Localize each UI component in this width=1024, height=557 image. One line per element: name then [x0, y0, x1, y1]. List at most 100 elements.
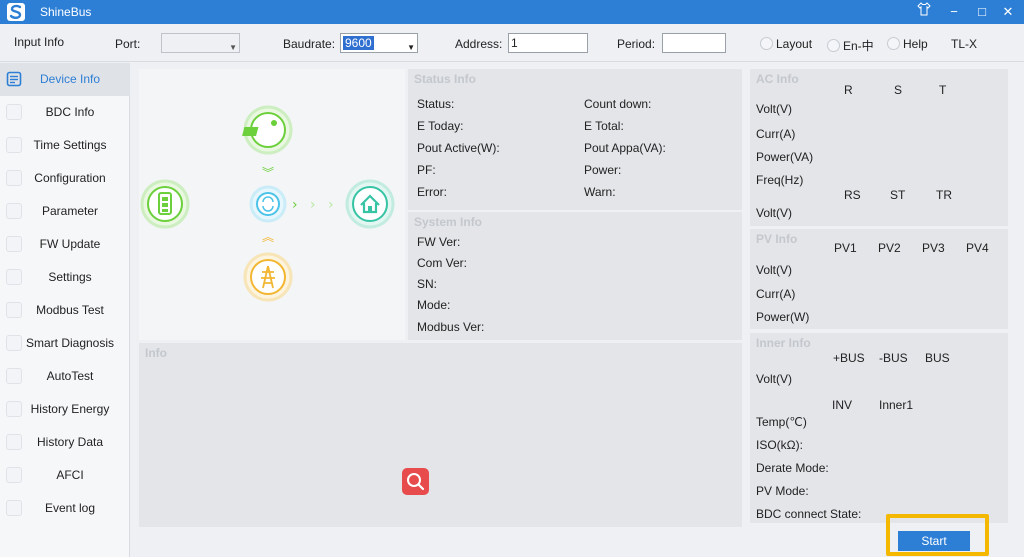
pv-info-title: PV Info — [756, 232, 798, 246]
sidebar-item-parameter[interactable]: Parameter — [0, 195, 130, 228]
test-icon — [6, 302, 22, 318]
ac-info-panel: AC Info R S T Volt(V) Curr(A) Power(VA) … — [750, 69, 1008, 226]
plus-bus-label: +BUS — [833, 351, 865, 365]
port-select[interactable]: ▼ — [161, 33, 240, 53]
sidebar-item-event-log[interactable]: Event log — [0, 492, 130, 525]
sidebar-item-configuration[interactable]: Configuration — [0, 162, 130, 195]
minimize-button[interactable]: − — [950, 4, 958, 19]
language-button[interactable]: En-中 — [827, 37, 874, 54]
sidebar-item-device-info[interactable]: Device Info — [0, 63, 130, 96]
inv-label: INV — [832, 398, 853, 412]
event-log-icon — [6, 500, 22, 516]
pv-info-panel: PV Info PV1 PV2 PV3 PV4 Volt(V) Curr(A) … — [750, 229, 1008, 329]
baudrate-select[interactable]: 9600 ▼ — [340, 33, 418, 53]
pv-power-label: Power(W) — [756, 310, 810, 324]
sidebar-item-modbus-test[interactable]: Modbus Test — [0, 294, 130, 327]
help-button[interactable]: Help — [887, 37, 928, 51]
input-info-label: Input Info — [14, 35, 65, 49]
sidebar-item-time-settings[interactable]: Time Settings — [0, 129, 130, 162]
sidebar-item-bdc-info[interactable]: BDC Info — [0, 96, 130, 129]
address-label: Address: — [455, 37, 503, 51]
model-label: TL-X — [951, 37, 978, 51]
status-info-panel: Status Info Status: Count down: E Today:… — [408, 69, 742, 210]
info-panel: Info — [139, 343, 742, 527]
maximize-button[interactable]: □ — [978, 4, 986, 19]
ac-freq-label: Freq(Hz) — [756, 173, 804, 187]
power-label: Power: — [584, 163, 622, 177]
sidebar-item-history-data[interactable]: History Data — [0, 426, 130, 459]
solar-panel-icon — [242, 105, 293, 155]
pf-label: PF: — [417, 163, 436, 177]
diagnosis-icon — [6, 335, 22, 351]
layout-label: Layout — [776, 37, 813, 51]
clock-icon — [6, 137, 22, 153]
sidebar-item-smart-diagnosis[interactable]: Smart Diagnosis — [0, 327, 130, 360]
pv4-label: PV4 — [966, 241, 989, 255]
svg-text:›: › — [328, 197, 334, 213]
power-grid-icon — [243, 252, 293, 302]
history-data-icon — [6, 434, 22, 450]
start-button[interactable]: Start — [898, 531, 970, 551]
pout-appa-label: Pout Appa(VA): — [584, 141, 666, 155]
sidebar-item-label: History Energy — [30, 402, 110, 416]
pout-active-label: Pout Active(W): — [417, 141, 500, 155]
chevron-down-icon: ▼ — [407, 43, 415, 52]
svg-text:›: › — [310, 197, 316, 213]
shirt-icon[interactable] — [912, 1, 936, 23]
gear-icon — [6, 269, 22, 285]
sidebar-item-label: Modbus Test — [36, 303, 104, 317]
sidebar-item-settings[interactable]: Settings — [0, 261, 130, 294]
rs-label: RS — [844, 188, 861, 202]
start-button-highlight — [886, 514, 989, 556]
warn-label: Warn: — [584, 185, 616, 199]
tr-label: TR — [936, 188, 952, 202]
globe-icon — [827, 39, 840, 52]
toolbar: Input Info Port: ▼ Baudrate: 9600 ▼ Addr… — [0, 24, 1024, 62]
ac-power-label: Power(VA) — [756, 150, 814, 164]
system-info-title: System Info — [414, 215, 483, 229]
e-total-label: E Total: — [584, 119, 624, 133]
ac-info-title: AC Info — [756, 72, 799, 86]
sidebar-item-label: AutoTest — [46, 369, 94, 383]
layout-button[interactable]: Layout — [760, 37, 812, 51]
ac-curr-label: Curr(A) — [756, 127, 796, 141]
layout-icon — [760, 37, 773, 50]
info-title: Info — [145, 346, 167, 360]
pv-volt-label: Volt(V) — [756, 263, 793, 277]
bus-label: BUS — [925, 351, 950, 365]
address-input[interactable]: 1 — [508, 33, 588, 53]
count-down-label: Count down: — [584, 97, 652, 111]
sn-label: SN: — [417, 277, 438, 291]
period-input[interactable] — [662, 33, 726, 53]
inner-info-title: Inner Info — [756, 336, 811, 350]
flow-up-arrow-icon: ︽ — [262, 230, 274, 244]
energy-flow-graphic: ︾ › › › › ︽ — [140, 105, 395, 302]
sidebar-item-autotest[interactable]: AutoTest — [0, 360, 130, 393]
sidebar-item-label: Parameter — [41, 204, 99, 218]
minus-bus-label: -BUS — [879, 351, 908, 365]
pv-curr-label: Curr(A) — [756, 287, 796, 301]
search-button[interactable] — [402, 468, 429, 495]
svg-text:›: › — [292, 197, 298, 213]
com-ver-label: Com Ver: — [417, 256, 468, 270]
sidebar-item-label: Time Settings — [33, 138, 107, 152]
sidebar-item-history-energy[interactable]: History Energy — [0, 393, 130, 426]
app-title: ShineBus — [40, 5, 92, 19]
mode-label: Mode: — [417, 298, 451, 312]
sidebar-item-label: AFCI — [56, 468, 84, 482]
chevron-down-icon: ▼ — [229, 43, 237, 52]
ac-line-volt-label: Volt(V) — [756, 206, 793, 220]
close-button[interactable]: ✕ — [1002, 4, 1014, 19]
sidebar: Device Info BDC Info Time Settings Confi… — [0, 63, 130, 557]
pv-mode-label: PV Mode: — [756, 484, 809, 498]
sidebar-item-label: BDC Info — [45, 105, 95, 119]
sidebar-item-label: Settings — [48, 270, 92, 284]
parameter-icon — [6, 203, 22, 219]
e-today-label: E Today: — [417, 119, 464, 133]
sidebar-item-fw-update[interactable]: FW Update — [0, 228, 130, 261]
document-icon — [6, 71, 22, 87]
sidebar-item-afci[interactable]: AFCI — [0, 459, 130, 492]
flow-down-arrow-icon: ︾ — [262, 166, 274, 180]
r-phase-label: R — [844, 83, 853, 97]
inner1-label: Inner1 — [879, 398, 914, 412]
